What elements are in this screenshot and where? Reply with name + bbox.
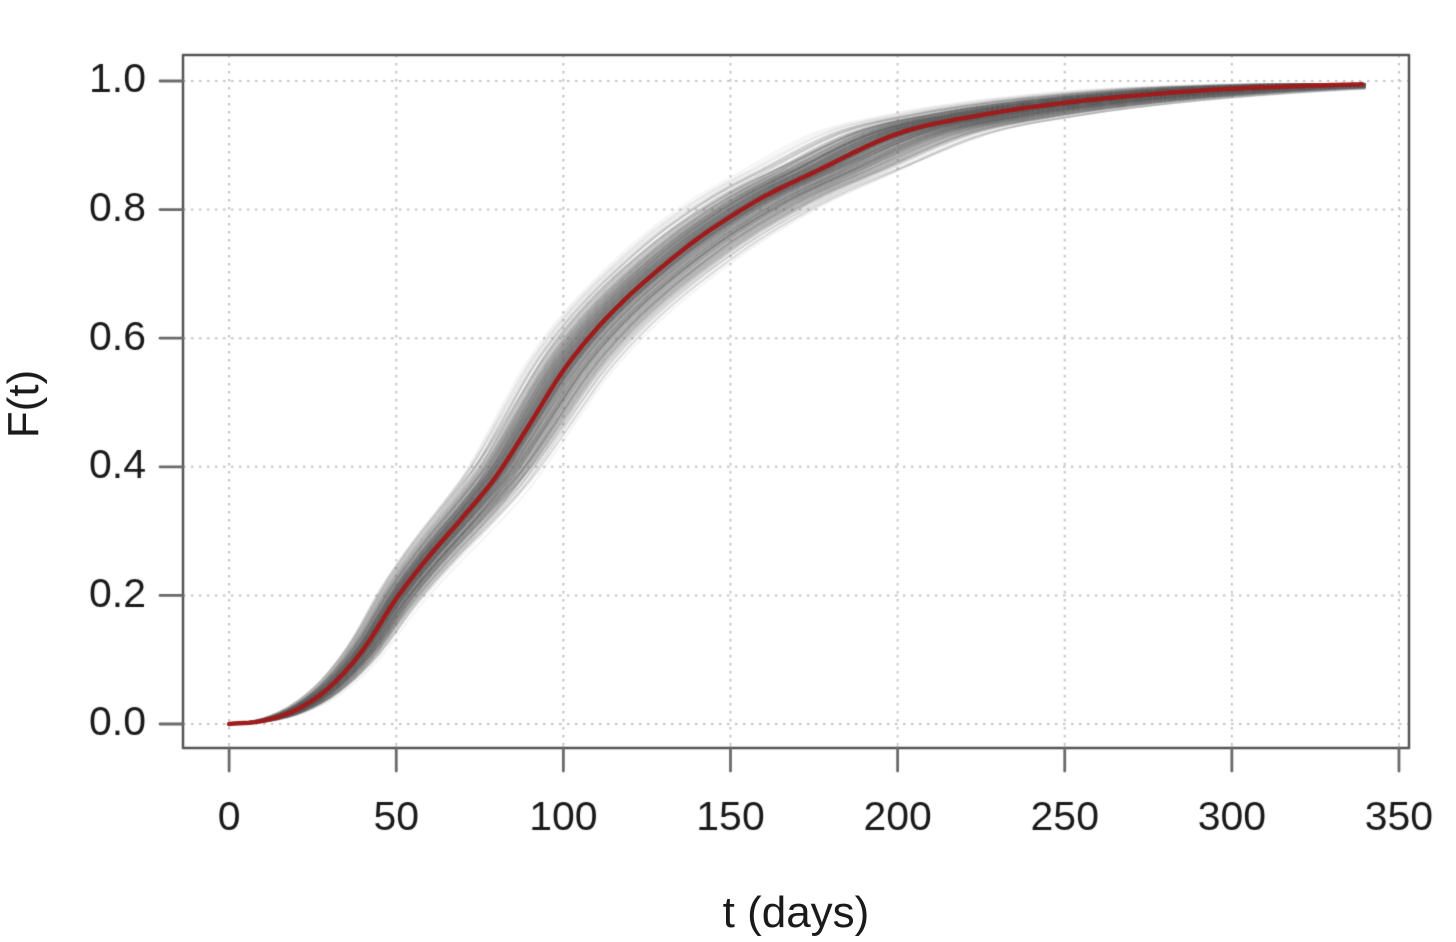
y-axis-title: F(t) [0,369,48,439]
x-axis-title: t (days) [722,888,870,937]
